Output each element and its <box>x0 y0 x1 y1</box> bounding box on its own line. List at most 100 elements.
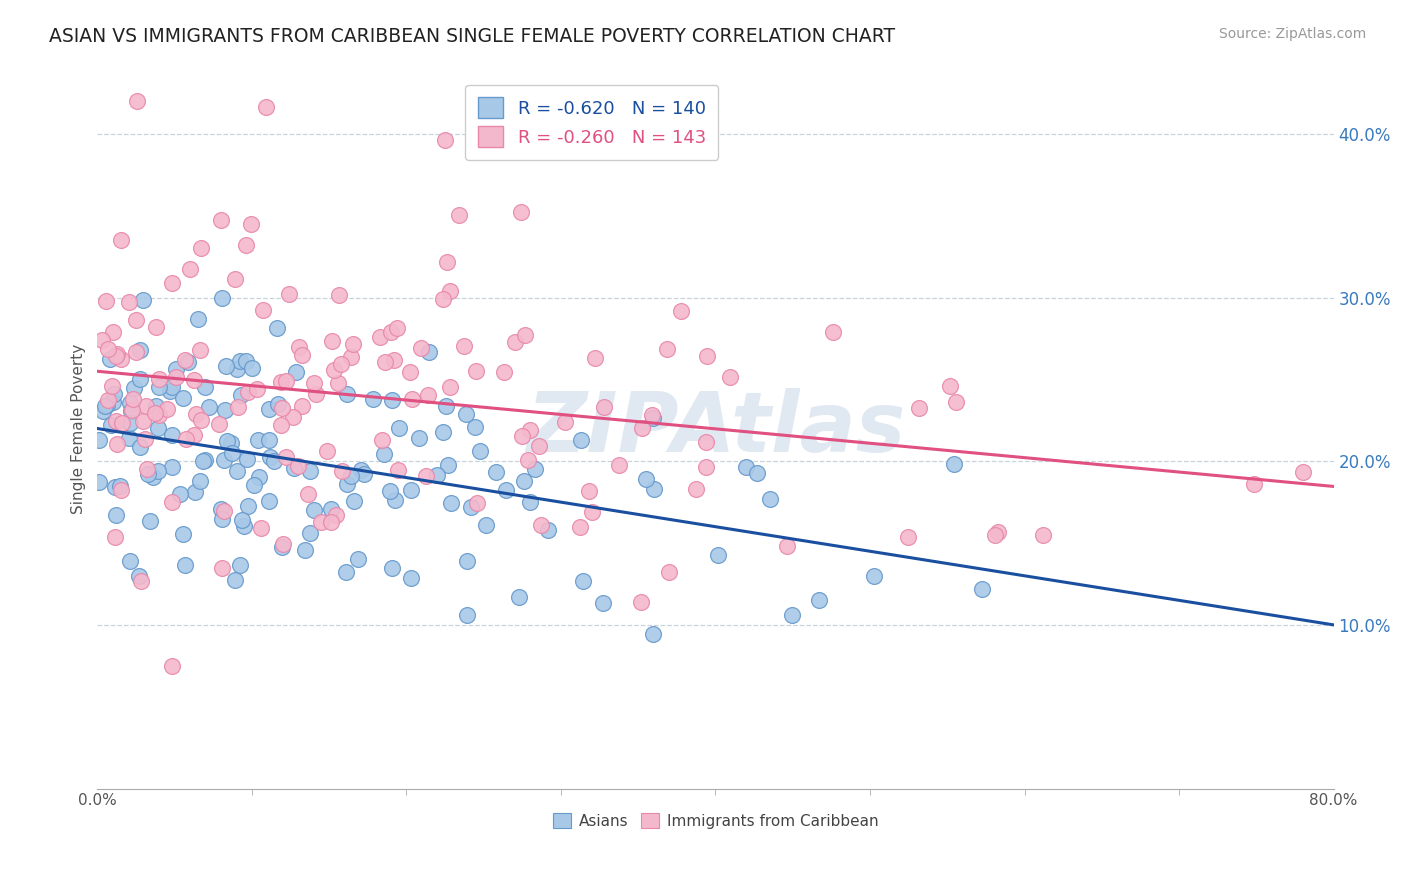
Point <box>224 272 246 286</box>
Point <box>583 351 606 365</box>
Point <box>294 542 316 557</box>
Point <box>685 482 707 496</box>
Point <box>104 349 127 363</box>
Point <box>173 352 195 367</box>
Point <box>160 380 183 394</box>
Point <box>96 398 118 412</box>
Point <box>160 427 183 442</box>
Point <box>132 414 155 428</box>
Point <box>211 560 233 574</box>
Point <box>232 519 254 533</box>
Point <box>235 354 257 368</box>
Point <box>165 369 187 384</box>
Point <box>179 262 201 277</box>
Point <box>87 475 110 490</box>
Point <box>513 327 536 342</box>
Point <box>211 512 233 526</box>
Point <box>630 595 652 609</box>
Point <box>592 400 614 414</box>
Point <box>236 384 259 399</box>
Point <box>658 565 681 579</box>
Point <box>142 469 165 483</box>
Point <box>363 392 385 406</box>
Point <box>121 392 143 406</box>
Point <box>409 341 432 355</box>
Point <box>368 330 391 344</box>
Point <box>270 375 292 389</box>
Point <box>145 399 167 413</box>
Point <box>464 364 486 378</box>
Point <box>735 459 758 474</box>
Point <box>569 520 592 534</box>
Point <box>87 434 110 448</box>
Point <box>537 523 560 537</box>
Point <box>863 568 886 582</box>
Point <box>104 508 127 522</box>
Point <box>134 399 156 413</box>
Point <box>436 255 458 269</box>
Point <box>938 378 960 392</box>
Point <box>495 483 517 497</box>
Point <box>98 351 121 366</box>
Point <box>718 369 741 384</box>
Point <box>440 495 463 509</box>
Point <box>380 325 402 339</box>
Point <box>172 391 194 405</box>
Point <box>246 433 269 447</box>
Point <box>105 347 128 361</box>
Point <box>384 352 406 367</box>
Point <box>100 418 122 433</box>
Point <box>823 325 845 339</box>
Point <box>105 415 128 429</box>
Point <box>207 417 229 432</box>
Point <box>373 447 395 461</box>
Point <box>508 590 530 604</box>
Point <box>415 468 437 483</box>
Point <box>970 582 993 596</box>
Point <box>184 485 207 500</box>
Point <box>162 494 184 508</box>
Point <box>121 403 143 417</box>
Point <box>183 427 205 442</box>
Point <box>235 238 257 252</box>
Point <box>512 429 534 443</box>
Point <box>250 521 273 535</box>
Point <box>247 469 270 483</box>
Point <box>229 354 252 368</box>
Point <box>942 457 965 471</box>
Point <box>110 483 132 497</box>
Point <box>146 464 169 478</box>
Point <box>160 276 183 290</box>
Point <box>330 464 353 478</box>
Point <box>641 408 664 422</box>
Text: Source: ZipAtlas.com: Source: ZipAtlas.com <box>1219 27 1367 41</box>
Point <box>695 460 717 475</box>
Point <box>984 527 1007 541</box>
Point <box>467 496 489 510</box>
Point <box>267 397 290 411</box>
Point <box>128 569 150 583</box>
Point <box>335 565 357 579</box>
Point <box>485 466 508 480</box>
Point <box>399 571 422 585</box>
Point <box>346 552 368 566</box>
Point <box>418 344 440 359</box>
Point <box>145 406 167 420</box>
Point <box>103 386 125 401</box>
Point <box>323 363 346 377</box>
Point <box>385 320 408 334</box>
Point <box>475 518 498 533</box>
Point <box>215 359 238 373</box>
Point <box>297 487 319 501</box>
Point <box>169 487 191 501</box>
Point <box>236 452 259 467</box>
Point <box>148 408 170 422</box>
Point <box>432 293 454 307</box>
Point <box>177 355 200 369</box>
Point <box>381 561 404 575</box>
Point <box>401 392 423 407</box>
Point <box>188 343 211 357</box>
Point <box>129 574 152 589</box>
Point <box>270 540 292 554</box>
Point <box>516 453 538 467</box>
